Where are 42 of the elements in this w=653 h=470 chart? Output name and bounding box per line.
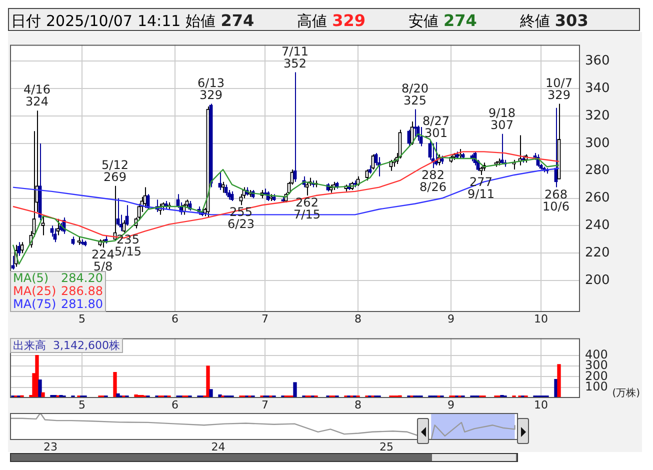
annotation: 5/12 269 bbox=[102, 158, 128, 184]
x-tick-label: 7 bbox=[262, 312, 268, 326]
chart-title: 日付 2025/10/07 14:11 始値 274 高値 329 安値 274 終値 303 bbox=[11, 11, 588, 30]
y-tick-label: 280 bbox=[585, 163, 610, 178]
annotation: 282 8/26 bbox=[420, 168, 446, 194]
x-tick-label: 6 bbox=[172, 398, 178, 412]
chart-title: 出来高 3,142,600株 bbox=[10, 338, 123, 354]
y-tick-label: 220 bbox=[585, 245, 610, 260]
x-tick-label: 25 bbox=[380, 440, 394, 454]
x-tick-label: 7 bbox=[262, 398, 268, 412]
annotation: 8/27 301 bbox=[422, 114, 450, 140]
y-tick-label: 320 bbox=[585, 108, 610, 124]
x-tick-label: 10 bbox=[534, 312, 548, 326]
y-tick-label: 240 bbox=[585, 218, 610, 234]
text: MA(75) 281.80 bbox=[13, 297, 103, 311]
y-tick-label: 360 bbox=[585, 54, 610, 69]
annotation: 8/20 325 bbox=[402, 81, 428, 108]
annotation: 235 5/15 bbox=[114, 232, 142, 259]
x-tick-label: 8 bbox=[354, 312, 362, 326]
x-tick-label: 6 bbox=[172, 312, 178, 326]
x-tick-label: 10 bbox=[534, 398, 548, 412]
y-axis-title: (万株) bbox=[612, 386, 640, 400]
y-tick-label: 260 bbox=[585, 190, 610, 206]
annotation: 10/7 329 bbox=[546, 76, 572, 102]
annotation: 9/18 307 bbox=[488, 106, 516, 132]
series-label: MA(5) 284.20 bbox=[13, 271, 103, 285]
annotation: 6/13 329 bbox=[198, 76, 224, 102]
y-tick-label: 300 bbox=[585, 136, 610, 151]
annotation: 268 10/6 bbox=[542, 187, 570, 214]
x-tick-label: 23 bbox=[43, 440, 58, 454]
x-tick-label: 9 bbox=[448, 398, 454, 412]
y-tick-label: 340 bbox=[585, 81, 610, 96]
annotation: 7/11 352 bbox=[282, 44, 308, 70]
x-tick-label: 5 bbox=[78, 398, 86, 412]
annotation: 4/16 324 bbox=[24, 82, 50, 109]
x-tick-label: 5 bbox=[78, 312, 86, 326]
x-tick-label: 9 bbox=[448, 312, 454, 326]
x-tick-label: 24 bbox=[211, 440, 226, 454]
text: MA(25) 286.88 bbox=[13, 284, 103, 298]
y-tick-label: 200 bbox=[585, 272, 610, 288]
x-tick-label: 8 bbox=[354, 398, 362, 412]
annotation: 224 5/8 bbox=[92, 248, 114, 274]
